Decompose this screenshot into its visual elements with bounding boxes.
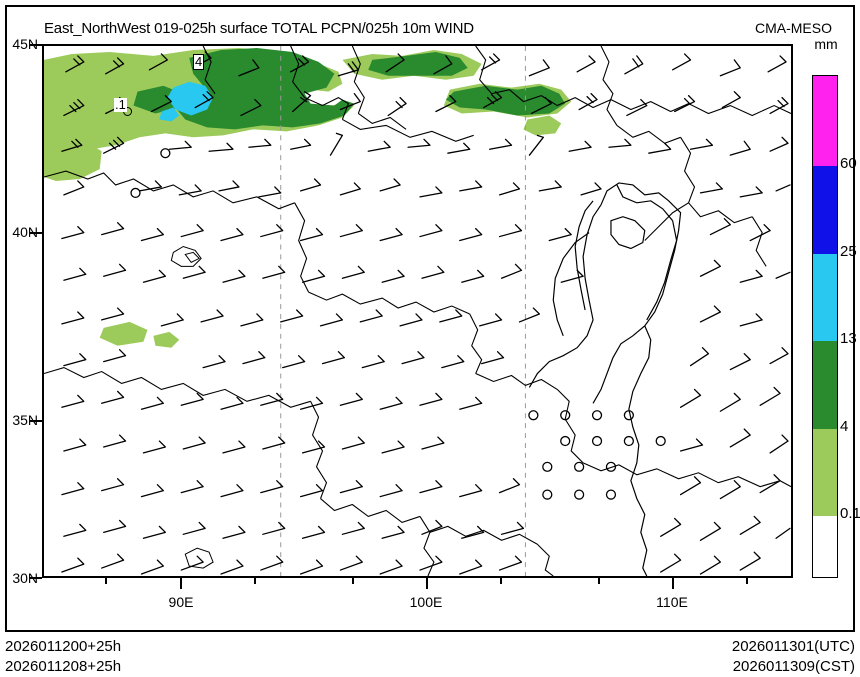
lakes: [123, 107, 214, 569]
xtick-minor-1: [105, 578, 107, 584]
colorbar-unit-label: mm: [814, 36, 838, 52]
xtick-minor-6: [746, 578, 748, 584]
wind-barbs: [61, 51, 791, 575]
ylabel-30n: 30N: [12, 570, 38, 586]
colorbar-band-blue: [813, 166, 837, 254]
footer-valid-utc: 2026011301(UTC): [731, 638, 855, 655]
precip-level-0p1-b: [44, 137, 102, 181]
contour-label-4: 4: [193, 54, 205, 70]
xlabel-100e: 100E: [409, 594, 443, 610]
ytick-35n: [30, 420, 42, 422]
precip-level-4: [175, 47, 355, 130]
xtick-minor-2: [254, 578, 256, 584]
xlabel-110e: 110E: [656, 594, 688, 610]
xtick-90e: [180, 578, 182, 589]
precip-level-0p1-i: [153, 331, 180, 348]
outer-frame: [5, 5, 855, 632]
colorbar-band-white: [813, 516, 837, 577]
colorbar-band-cyan: [813, 254, 837, 341]
precip-level-13: [167, 81, 214, 116]
xtick-minor-4: [500, 578, 502, 584]
map-canvas: .1 4: [44, 46, 791, 576]
ytick-40n: [30, 232, 42, 234]
colorbar-tick-0p1: 0.1: [840, 505, 860, 522]
colorbar-tick-60: 60: [840, 155, 857, 172]
model-tag: CMA-MESO: [755, 20, 832, 36]
xtick-110e: [672, 578, 674, 589]
colorbar-band-light-green: [813, 429, 837, 516]
xtick-minor-5: [598, 578, 600, 584]
yellow-river: [528, 182, 682, 576]
ylabel-40n: 40N: [12, 224, 38, 240]
colorbar-band-magenta: [813, 76, 837, 166]
ytick-45n: [30, 44, 42, 46]
colorbar-band-dark-green: [813, 341, 837, 429]
precip-level-0p1-g: [523, 115, 562, 136]
precip-level-4-d: [368, 51, 468, 76]
ytick-30n: [30, 577, 42, 579]
map-panel[interactable]: .1 4: [42, 44, 793, 578]
xtick-minor-3: [352, 578, 354, 584]
ylabel-45n: 45N: [12, 36, 38, 52]
page-title: East_NorthWest 019-025h surface TOTAL PC…: [44, 20, 474, 37]
precip-level-4-c: [445, 85, 566, 116]
colorbar-tick-13: 13: [840, 330, 857, 347]
map-svg: [44, 46, 791, 576]
footer-init-cst: 2026011208+25h: [5, 658, 122, 675]
precip-level-13-b: [159, 107, 180, 122]
boundaries: [44, 46, 791, 576]
xtick-100e: [426, 578, 428, 589]
precip-level-0p1-h: [99, 321, 148, 346]
footer-init-utc: 2026011200+25h: [5, 638, 122, 655]
colorbar-tick-4: 4: [840, 418, 849, 435]
xlabel-90e: 90E: [168, 594, 194, 610]
colorbar-tick-25: 25: [840, 243, 857, 260]
contour-label-0p1: .1: [114, 97, 127, 112]
ylabel-35n: 35N: [12, 412, 38, 428]
footer-valid-cst: 2026011309(CST): [732, 658, 855, 675]
colorbar[interactable]: [812, 75, 838, 578]
